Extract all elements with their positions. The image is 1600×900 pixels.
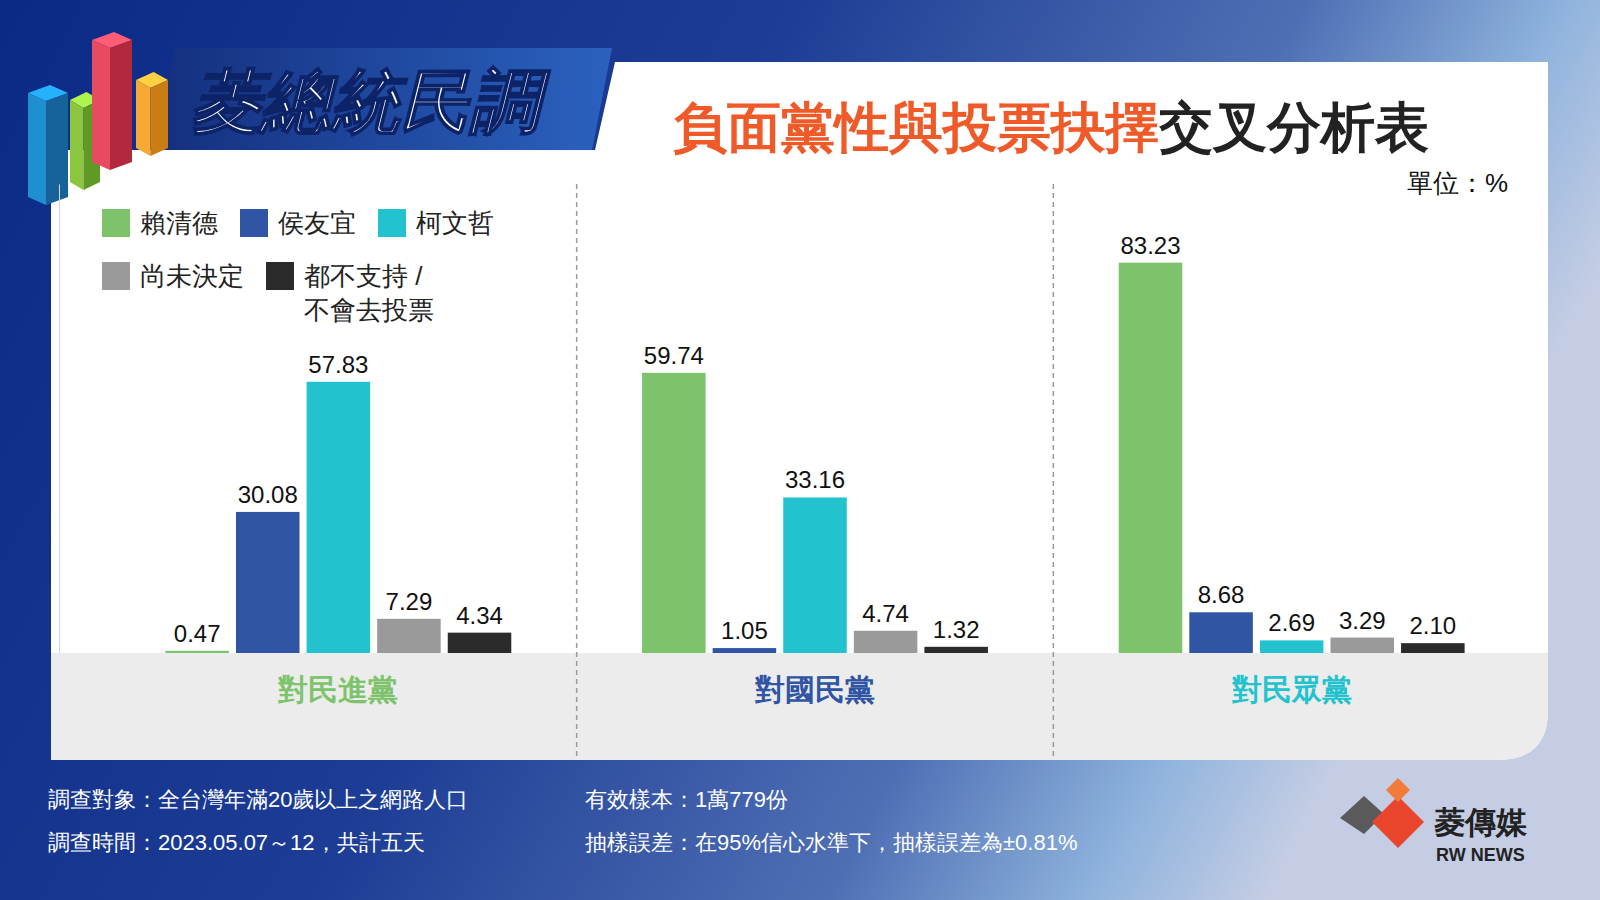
footer: 調查對象：全台灣年滿20歲以上之網路人口調查時間：2023.05.07～12，共… [48,787,1078,855]
bar [448,633,512,653]
footer-text: 抽樣誤差：在95%信心水準下，抽樣誤差為±0.81% [585,830,1078,855]
data-label: 33.16 [785,466,845,493]
legend: 賴清德 侯友宜 柯文哲尚未決定 都不支持 / 不會去投票 [102,208,494,325]
bar [377,619,441,653]
data-label: 2.69 [1268,609,1315,636]
legend-line: 不會去投票 [304,295,434,325]
bar [236,512,300,653]
data-label: 7.29 [386,588,433,615]
logo-icon [28,32,168,205]
data-label: 3.29 [1339,607,1386,634]
bar [165,651,229,653]
brand-title: 菱總統民調 [190,63,551,141]
icon-side [150,80,168,156]
legend-swatch [378,209,406,237]
category-band [51,653,1548,760]
x-tick-label: 對民眾黨 [1231,673,1352,706]
x-tick: 對民眾黨 [1231,673,1352,706]
data-label: 8.68 [1198,581,1245,608]
legend-line: 侯友宜 [278,208,356,238]
data-label: 83.23 [1120,232,1180,259]
x-tick-label: 對國民黨 [754,673,875,706]
logo-mark [1372,796,1424,848]
chart-title: 負面黨性與投票抉擇交叉分析表 [673,97,1429,157]
bar [924,647,988,653]
bar [1330,638,1394,653]
bar [854,631,918,653]
legend-label: 賴清德 [140,208,218,238]
x-tick-label: 對民進黨 [277,673,398,706]
bar [1401,643,1465,653]
data-label: 1.32 [933,616,980,643]
group-separator [1053,184,1055,760]
logo-mark [1386,778,1410,802]
legend-label: 侯友宜 [278,208,356,238]
legend-line: 賴清德 [140,208,218,238]
data-label: 0.47 [174,620,221,647]
icon-side [110,40,132,170]
data-labels: 0.47 59.74 83.23 30.08 1.05 8.68 57.83 33.16 2.6… [174,232,1456,647]
group-separator [576,184,578,760]
panel [51,62,1548,760]
legend-label: 都不支持 / 不會去投票 [304,261,434,325]
x-tick: 對國民黨 [754,673,875,706]
legend-item: 都不支持 / 不會去投票 [266,261,434,325]
icon-face [92,40,110,170]
bar [1119,263,1183,653]
data-label: 4.34 [456,602,503,629]
legend-item: 柯文哲 [378,208,494,238]
y-axis [59,185,60,654]
footer-text: 調查時間：2023.05.07～12，共計五天 [48,830,425,855]
logo-sub: RW NEWS [1436,845,1525,865]
legend-item: 尚未決定 [102,261,244,291]
bar [783,497,847,653]
unit-label: 單位：% [1407,168,1508,198]
title-part: 交叉分析表 [1158,97,1429,157]
logo-mark [1340,796,1384,834]
chart-root: 菱總統民調 負面黨性與投票抉擇交叉分析表單位：% 0.47 59.74 83.23 30.… [0,0,1600,900]
chart-svg: 菱總統民調 負面黨性與投票抉擇交叉分析表單位：% 0.47 59.74 83.23 30.… [0,0,1600,900]
bar [642,373,706,653]
legend-line: 柯文哲 [416,208,494,238]
footer-text: 調查對象：全台灣年滿20歲以上之網路人口 [48,787,468,812]
icon-face [136,80,150,156]
footer-text: 有效樣本：1萬779份 [585,787,788,812]
data-label: 4.74 [862,600,909,627]
legend-item: 侯友宜 [240,208,356,238]
logo-name: 菱傳媒 [1433,805,1527,840]
legend-label: 柯文哲 [416,208,494,238]
bar [307,382,371,653]
background [0,0,1600,900]
legend-label: 尚未決定 [140,261,244,291]
legend-line: 尚未決定 [140,261,244,291]
legend-swatch [102,262,130,290]
icon-face [28,93,46,205]
y-axis-line [59,185,60,654]
banner [155,48,612,150]
data-label: 57.83 [308,351,368,378]
x-tick: 對民進黨 [277,673,398,706]
title-part: 負面黨性與投票抉擇 [673,97,1159,157]
logo: 菱傳媒 RW NEWS [1340,778,1527,865]
legend-swatch [266,262,294,290]
bar [713,648,777,653]
data-label: 2.10 [1409,612,1456,639]
legend-item: 賴清德 [102,208,218,238]
icon-face [70,100,84,190]
bars [165,263,1464,653]
icon-side [46,93,68,205]
legend-line: 都不支持 / [304,261,423,291]
data-label: 1.05 [721,617,768,644]
legend-swatch [240,209,268,237]
bar [1260,640,1324,653]
x-axis: 對民進黨 對國民黨 對民眾黨 [277,673,1351,706]
data-label: 30.08 [238,481,298,508]
data-label: 59.74 [644,342,704,369]
bar [1189,612,1253,653]
legend-swatch [102,209,130,237]
